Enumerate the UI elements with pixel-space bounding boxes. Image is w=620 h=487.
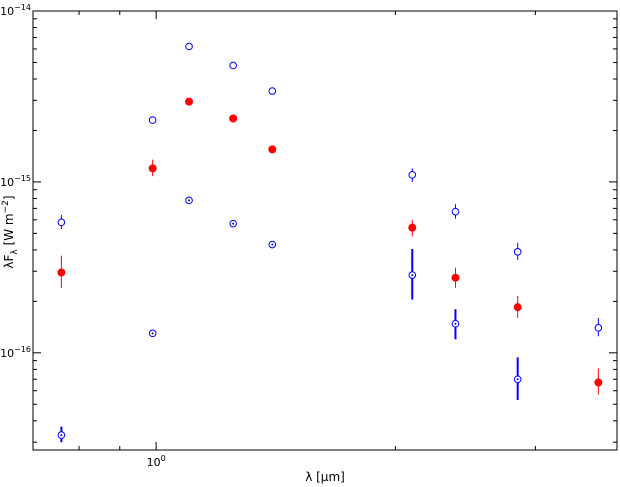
data-point: [268, 145, 277, 154]
plot-frame: [32, 10, 618, 451]
data-point: [185, 42, 193, 51]
data-point-center: [60, 434, 63, 437]
data-point: [148, 164, 157, 173]
x-axis-label: λ [μm]: [305, 470, 345, 484]
data-point-center: [232, 222, 235, 225]
y-axis-label: λFλ [W m−2]: [1, 195, 20, 268]
data-point: [148, 116, 157, 124]
data-point: [513, 303, 522, 312]
y-tick-label: 10−14: [0, 3, 31, 18]
data-point-center: [516, 378, 519, 381]
data-point: [594, 324, 603, 332]
data-point: [229, 114, 238, 123]
data-point: [408, 223, 417, 232]
data-point-center: [151, 332, 154, 335]
data-point: [594, 378, 603, 387]
data-point-center: [411, 274, 414, 277]
data-point-center: [454, 322, 457, 325]
data-point: [451, 273, 460, 282]
series-filled-circle: [57, 97, 603, 395]
x-tick-label: 100: [147, 454, 166, 469]
series-dotted-circle: [57, 196, 522, 443]
data-point: [57, 268, 66, 277]
data-point: [513, 247, 522, 256]
data-marks: [57, 42, 603, 443]
data-point: [451, 207, 460, 216]
tick-labels: 10−16 10−15 10−14 100: [0, 3, 166, 469]
data-point: [408, 171, 417, 179]
data-point: [57, 218, 66, 227]
axis-ticks: [32, 10, 617, 450]
data-point-center: [188, 199, 191, 202]
data-point: [268, 87, 277, 95]
data-point-center: [271, 243, 274, 246]
data-point: [185, 97, 194, 106]
series-open-circle: [57, 42, 603, 337]
data-point: [229, 61, 237, 70]
y-tick-label: 10−16: [0, 345, 31, 360]
y-tick-label: 10−15: [0, 174, 31, 189]
